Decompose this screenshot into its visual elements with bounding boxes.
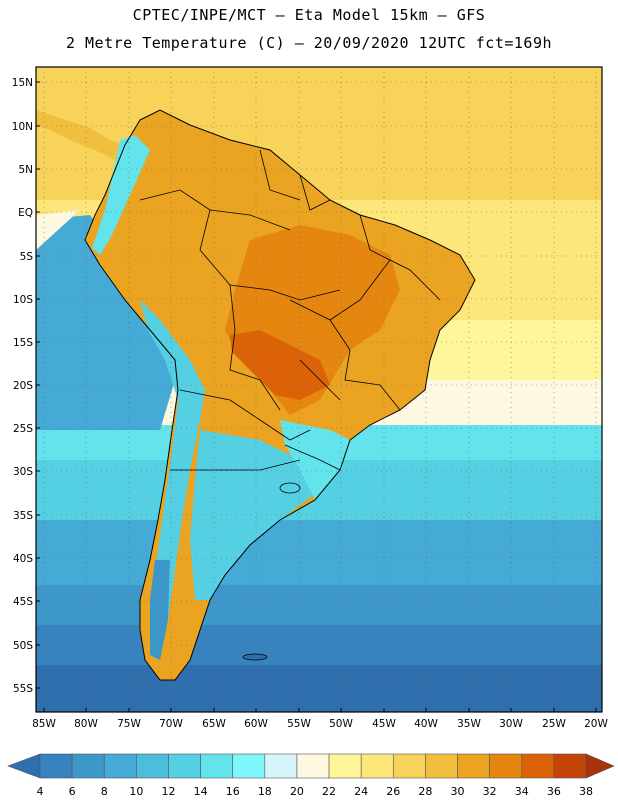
colorbar-label: 8 — [101, 785, 108, 798]
colorbar-label: 10 — [129, 785, 143, 798]
patagonia-cold — [150, 560, 170, 660]
map-frame — [35, 66, 603, 713]
colorbar-segment — [489, 753, 523, 779]
ocean-south-band — [36, 665, 602, 712]
colorbar-segment — [200, 753, 234, 779]
interior-very-hot-zone — [230, 330, 330, 400]
lat-label: 40S — [13, 553, 33, 565]
uruguay-cool — [280, 420, 350, 500]
lon-label: 60W — [244, 718, 268, 730]
colorbar-segment — [553, 753, 587, 779]
country-borders — [139, 149, 441, 471]
lat-label: 25S — [13, 423, 33, 435]
colorbar-arrow-low — [7, 753, 41, 779]
colorbar-label: 20 — [290, 785, 304, 798]
lon-label: 20W — [584, 718, 608, 730]
colorbar-label: 16 — [226, 785, 240, 798]
lon-label: 65W — [202, 718, 226, 730]
colorbar-segment — [296, 753, 330, 779]
pacific-cool-wedge — [36, 215, 175, 430]
colorbar-segment — [457, 753, 490, 779]
lat-label: 15S — [13, 337, 33, 349]
colorbar-segment — [392, 753, 426, 779]
falkland-islands — [242, 653, 268, 661]
latitude-labels: 15N 10N 5N EQ 5S 10S 15S 20S 25S 30S 35S… — [12, 77, 34, 695]
ocean-blue2-band — [36, 625, 602, 665]
lon-label: 80W — [74, 718, 98, 730]
lon-label: 35W — [457, 718, 481, 730]
colorbar-segment — [232, 753, 266, 779]
ocean-blue-band — [36, 585, 602, 625]
colorbar-label: 38 — [579, 785, 593, 798]
colorbar-label: 30 — [451, 785, 465, 798]
lagoon-outline — [279, 482, 301, 494]
lon-label: 55W — [287, 718, 311, 730]
title-variable: 2 Metre Temperature (C) — 20/09/2020 12U… — [65, 34, 553, 52]
colorbar-label: 34 — [515, 785, 529, 798]
andes-north-cold — [92, 135, 150, 255]
lon-label: 45W — [372, 718, 396, 730]
lat-label: 10S — [13, 294, 33, 306]
southern-cone-cool — [190, 430, 320, 600]
colorbar-label: 6 — [69, 785, 76, 798]
lat-label: 30S — [13, 466, 33, 478]
lon-label: 85W — [32, 718, 56, 730]
colorbar-segment — [521, 753, 555, 779]
lat-label: 5S — [20, 251, 34, 263]
lat-label: 20S — [13, 380, 33, 392]
colorbar-label: 22 — [322, 785, 336, 798]
coastline — [84, 109, 476, 681]
colorbar-label: 24 — [354, 785, 368, 798]
lat-label: 5N — [18, 164, 33, 176]
lat-label: EQ — [18, 207, 33, 219]
lat-label: 10N — [12, 121, 33, 133]
lat-label: 45S — [13, 596, 33, 608]
title-model: CPTEC/INPE/MCT — Eta Model 15km — GFS — [132, 6, 486, 24]
ocean-mid-band — [36, 520, 602, 585]
colorbar-segment — [103, 753, 137, 779]
colorbar-label: 26 — [386, 785, 400, 798]
lat-label: 15N — [12, 77, 33, 89]
lon-label: 75W — [117, 718, 141, 730]
colorbar-label: 32 — [483, 785, 497, 798]
colorbar-segment — [360, 753, 394, 779]
central-america-land — [36, 110, 125, 160]
colorbar-segment — [168, 753, 201, 779]
colorbar: 4 6 8 10 12 14 16 18 20 22 24 26 28 30 32 34 36 38 — [7, 753, 615, 798]
lat-label: 35S — [13, 510, 33, 522]
colorbar-segment — [425, 753, 458, 779]
colorbar-segment — [136, 753, 169, 779]
longitude-labels: 85W 80W 75W 70W 65W 60W 55W 50W 45W 40W … — [32, 718, 608, 730]
colorbar-arrow-high — [585, 753, 615, 779]
lat-label: 50S — [13, 640, 33, 652]
lon-label: 25W — [542, 718, 566, 730]
lat-label: 55S — [13, 683, 33, 695]
lon-label: 30W — [499, 718, 523, 730]
colorbar-label: 4 — [37, 785, 44, 798]
colorbar-segment — [39, 753, 73, 779]
temperature-field — [36, 67, 602, 712]
lon-label: 40W — [414, 718, 438, 730]
lon-label: 70W — [159, 718, 183, 730]
pacific-pale-wedge — [36, 210, 80, 250]
lon-label: 50W — [329, 718, 353, 730]
colorbar-segment — [328, 753, 362, 779]
colorbar-segment — [71, 753, 105, 779]
colorbar-label: 28 — [418, 785, 432, 798]
colorbar-label: 18 — [258, 785, 272, 798]
colorbar-segment — [264, 753, 298, 779]
colorbar-label: 14 — [194, 785, 208, 798]
colorbar-label: 36 — [547, 785, 561, 798]
colorbar-label: 12 — [161, 785, 175, 798]
axis-ticks — [36, 81, 597, 712]
